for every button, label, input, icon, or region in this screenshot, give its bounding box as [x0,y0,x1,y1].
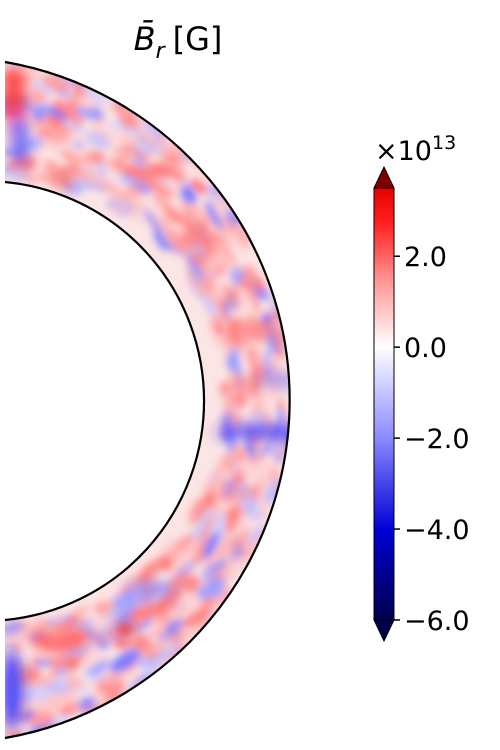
colorbar-under-arrow [373,619,395,643]
field-annulus [4,60,291,740]
outer-boundary [4,60,291,740]
field-texture [5,62,290,738]
colorbar-tick-label: 2.0 [404,242,447,273]
colorbar-tick-label: −2.0 [404,424,470,455]
chart-title: B̄r [G] [134,19,223,64]
colorbar-tick-label: 0.0 [404,333,447,364]
colorbar-tick-label: −4.0 [404,515,470,546]
colorbar-tick-label: −6.0 [404,606,470,637]
colorbar-over-arrow [373,165,395,189]
colorbar-gradient [373,187,395,621]
colorbar-ticks: 2.0 0.0 −2.0 −4.0 −6.0 [394,242,470,637]
inner-boundary [4,180,206,622]
colorbar: ×1013 2.0 0.0 −2.0 −4.0 −6.0 [373,132,470,643]
colorbar-multiplier: ×1013 [375,132,456,167]
